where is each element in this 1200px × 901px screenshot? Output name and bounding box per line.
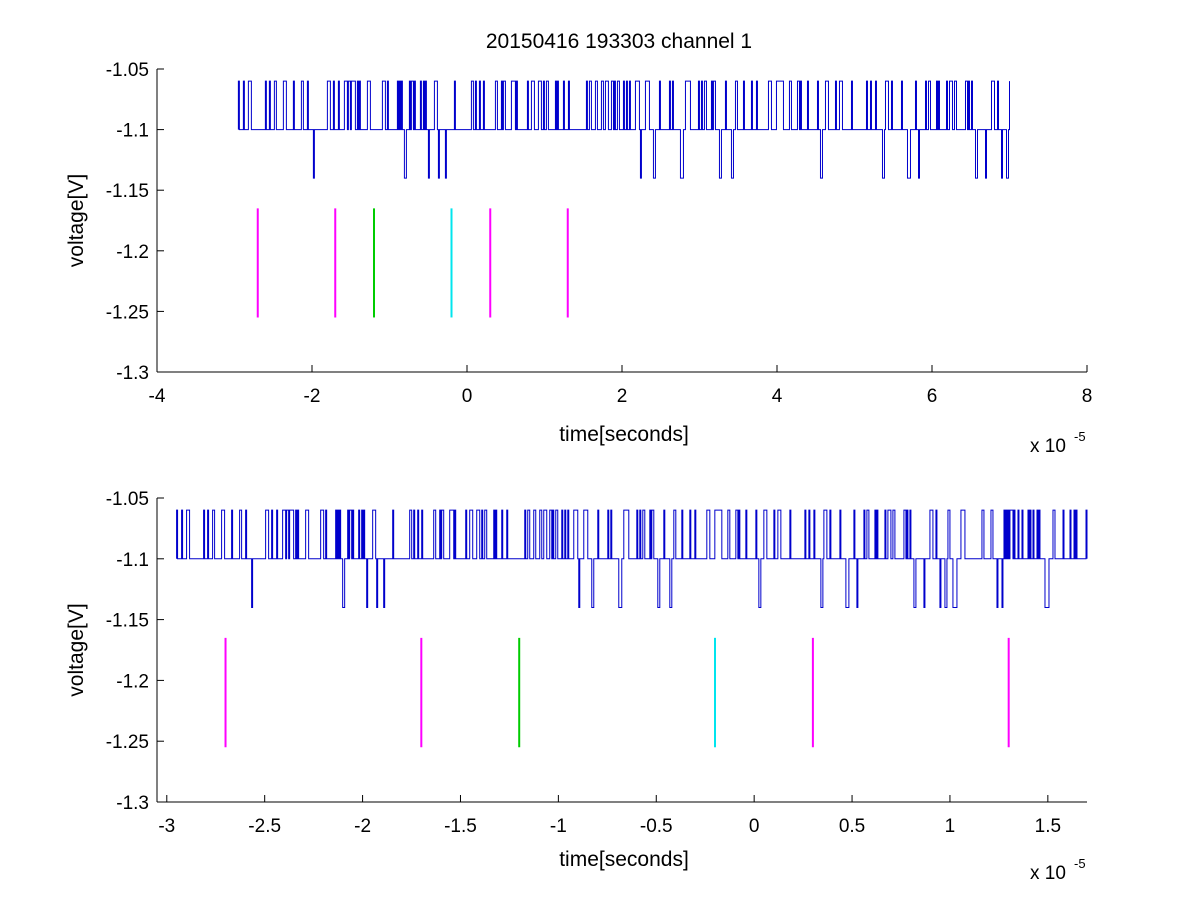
- y-tick-label: -1.2: [116, 242, 149, 263]
- y-tick-label: -1.3: [116, 363, 149, 384]
- x-axis-label: time[seconds]: [559, 848, 689, 871]
- x-tick-label: 0: [462, 386, 473, 407]
- x-tick-label: -2.5: [248, 816, 281, 837]
- y-axis-label: voltage[V]: [65, 603, 88, 696]
- x-tick-label: 2: [617, 386, 628, 407]
- y-tick-label: -1.05: [106, 60, 149, 81]
- x-tick-label: -1.5: [444, 816, 477, 837]
- x-tick-label: -2: [304, 386, 321, 407]
- x-tick-label: 1.5: [1035, 816, 1061, 837]
- x-tick-label: -1: [550, 816, 567, 837]
- x-tick-label: -0.5: [640, 816, 673, 837]
- y-tick-label: -1.15: [106, 181, 149, 202]
- x-axis-multiplier: x 10: [1030, 863, 1066, 884]
- y-tick-label: -1.2: [116, 671, 149, 692]
- x-tick-label: 1: [945, 816, 956, 837]
- y-tick-label: -1.1: [116, 550, 149, 571]
- x-tick-label: 0: [749, 816, 760, 837]
- x-tick-label: 0.5: [839, 816, 865, 837]
- top-plot: -4 -2 0 2 4 6 8 -1.3 -1.25 -1.2 -1.15 -1.1 -1.05 time…: [65, 60, 1092, 457]
- y-tick-label: -1.15: [106, 611, 149, 632]
- bottom-plot: -3 -2.5 -2 -1.5 -1 -0.5 0 0.5 1 1.5 -1.3 -1.25 -1.2 -…: [65, 489, 1088, 884]
- y-axis-label: voltage[V]: [65, 174, 88, 267]
- x-axis-multiplier: x 10: [1030, 436, 1066, 457]
- x-axis-multiplier-exponent: -5: [1074, 429, 1086, 444]
- x-tick-label: 4: [772, 386, 783, 407]
- x-axis-label: time[seconds]: [559, 423, 689, 446]
- figure-title: 20150416 193303 channel 1: [486, 30, 752, 53]
- y-tick-label: -1.3: [116, 793, 149, 814]
- x-axis-multiplier-exponent: -5: [1074, 856, 1086, 871]
- y-tick-label: -1.25: [106, 732, 149, 753]
- x-tick-label: -2: [354, 816, 371, 837]
- x-tick-label: -4: [149, 386, 166, 407]
- signal-trace: [176, 509, 1088, 608]
- x-tick-label: 8: [1082, 386, 1093, 407]
- y-tick-label: -1.05: [106, 489, 149, 510]
- y-tick-label: -1.25: [106, 302, 149, 323]
- signal-trace: [237, 80, 1010, 179]
- x-tick-label: -3: [158, 816, 175, 837]
- y-tick-label: -1.1: [116, 121, 149, 142]
- x-tick-label: 6: [927, 386, 938, 407]
